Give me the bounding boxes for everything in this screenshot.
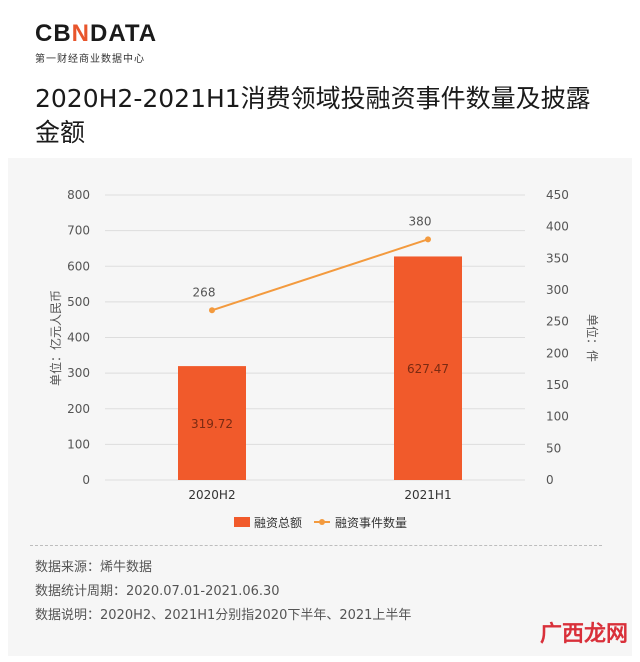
bar-label: 319.72	[191, 417, 233, 431]
cbndata-logo: CBNDATA	[35, 20, 158, 47]
line-point	[425, 236, 431, 243]
y-tick-right: 350	[546, 251, 569, 265]
y-tick-right: 150	[546, 378, 569, 392]
logo-subtitle: 第一财经商业数据中心	[35, 54, 145, 65]
y-tick-right: 50	[546, 441, 561, 455]
legend-marker-line	[319, 519, 325, 525]
y-tick-right: 300	[546, 283, 569, 297]
x-tick-label: 2021H1	[404, 488, 451, 502]
y-axis-label-left: 单位：亿元人民币	[48, 290, 63, 386]
bar-label: 627.47	[407, 362, 449, 376]
legend-label-bar: 融资总额	[254, 516, 302, 530]
legend-label-line: 融资事件数量	[335, 515, 407, 530]
y-tick-right: 250	[546, 315, 569, 329]
y-axis-label-right: 单位：件	[585, 314, 600, 362]
y-tick-left: 500	[67, 295, 90, 309]
brand-watermark: 广西龙网	[539, 622, 628, 647]
line-label: 380	[409, 214, 432, 228]
chart-panel	[8, 158, 632, 656]
page-title: 2020H2-2021H1消费领域投融资事件数量及披露金额	[35, 84, 591, 147]
note-period: 数据统计周期：2020.07.01-2021.06.30	[35, 584, 280, 599]
y-tick-left: 800	[67, 188, 90, 202]
y-tick-right: 100	[546, 410, 569, 424]
y-tick-left: 200	[67, 402, 90, 416]
divider	[30, 545, 602, 546]
line-label: 268	[193, 285, 216, 299]
y-tick-left: 100	[67, 437, 90, 451]
header: CBNDATA 第一财经商业数据中心	[35, 20, 157, 65]
x-tick-label: 2020H2	[188, 488, 235, 502]
y-tick-right: 450	[546, 188, 569, 202]
y-tick-left: 400	[67, 331, 90, 345]
bar	[394, 256, 462, 480]
legend-swatch-bar	[234, 517, 250, 527]
bar	[178, 366, 246, 480]
y-tick-left: 300	[67, 366, 90, 380]
y-tick-left: 700	[67, 224, 90, 238]
note-explain: 数据说明：2020H2、2021H1分别指2020下半年、2021上半年	[35, 608, 412, 623]
line-series	[211, 238, 429, 312]
y-tick-left: 0	[82, 473, 90, 487]
y-tick-right: 400	[546, 220, 569, 234]
notes: 数据来源：烯牛数据 数据统计周期：2020.07.01-2021.06.30 数…	[35, 556, 411, 628]
y-tick-left: 600	[67, 259, 90, 273]
line-point	[209, 307, 215, 314]
note-source: 数据来源：烯牛数据	[35, 560, 153, 575]
chart: 0 100 200 300 400 500 600 700 800 0 50 100 150 200 250…	[48, 188, 600, 530]
y-tick-right: 0	[546, 473, 554, 487]
y-tick-right: 200	[546, 346, 569, 360]
